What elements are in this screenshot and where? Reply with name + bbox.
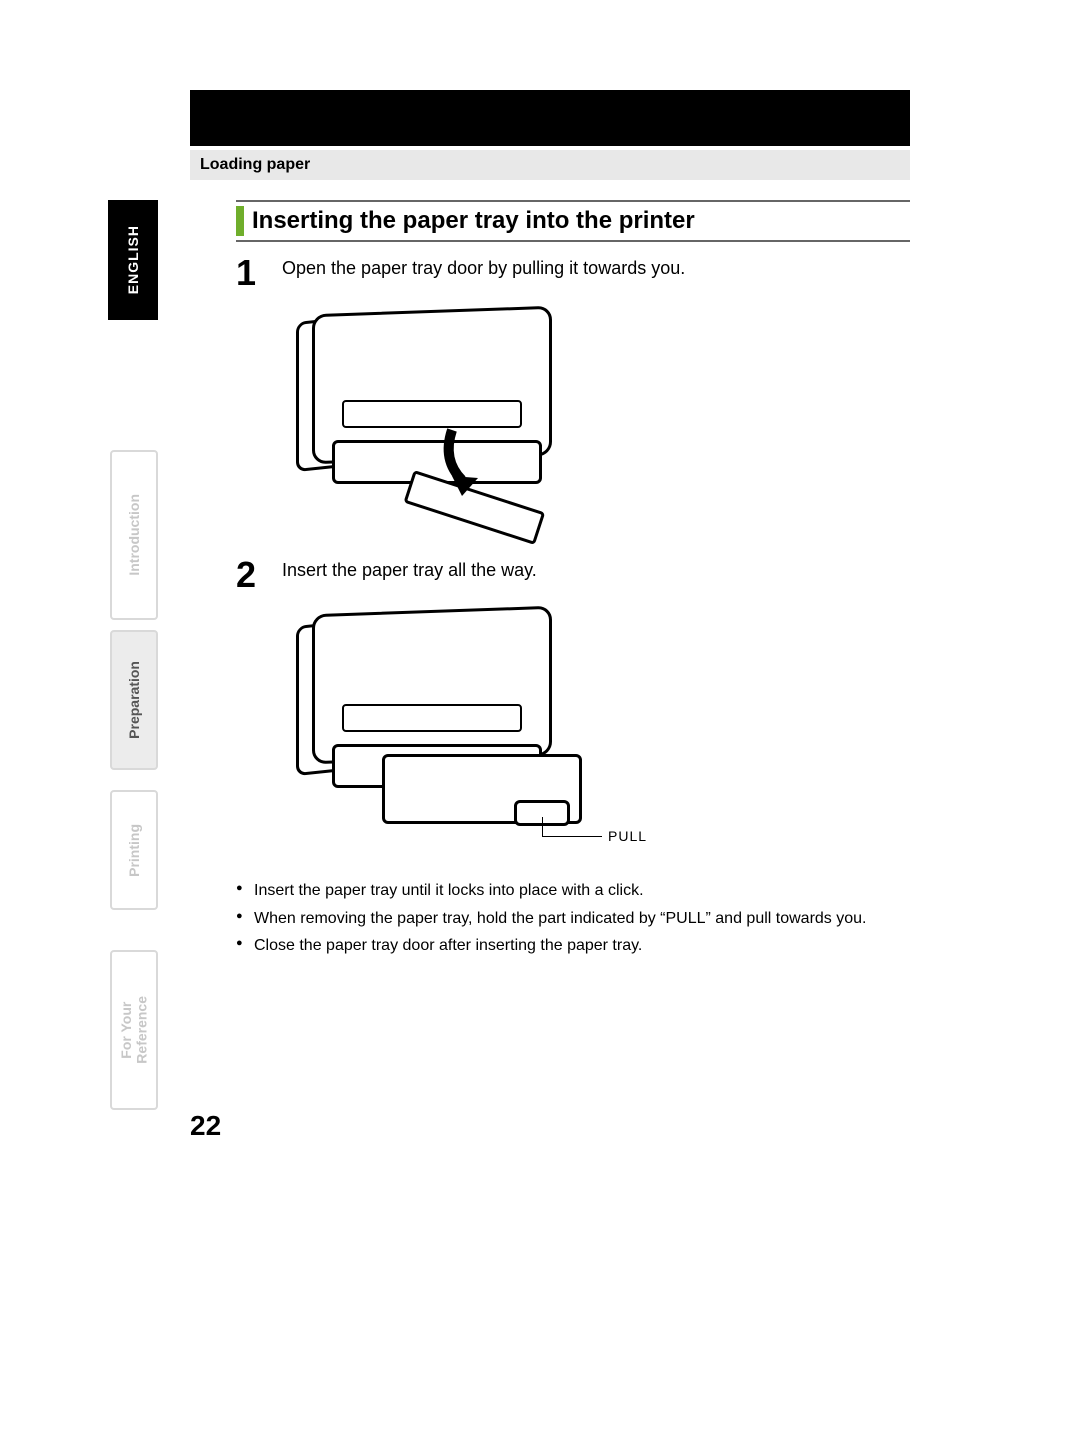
- pull-label: PULL: [608, 828, 647, 844]
- step-2: 2 Insert the paper tray all the way.: [236, 560, 910, 581]
- side-tab-introduction: Introduction: [110, 450, 158, 620]
- figure-1-printer-open-door: [282, 300, 642, 530]
- section-title-text: Loading paper: [200, 156, 310, 174]
- step-1: 1 Open the paper tray door by pulling it…: [236, 258, 910, 279]
- side-tab-preparation-label: Preparation: [126, 661, 142, 739]
- side-tab-printing: Printing: [110, 790, 158, 910]
- side-tab-reference: For Your Reference: [110, 950, 158, 1110]
- figure-2-printer-insert-tray: PULL: [282, 604, 642, 864]
- page-number: 22: [190, 1110, 221, 1142]
- note-item: Close the paper tray door after insertin…: [236, 935, 896, 957]
- subheading-row: Inserting the paper tray into the printe…: [236, 200, 910, 242]
- language-tab-label: ENGLISH: [125, 225, 141, 294]
- side-tab-printing-label: Printing: [126, 824, 142, 877]
- side-tab-introduction-label: Introduction: [126, 494, 142, 576]
- notes-list: Insert the paper tray until it locks int…: [236, 880, 896, 963]
- note-item: When removing the paper tray, hold the p…: [236, 908, 896, 930]
- step-1-number: 1: [236, 252, 256, 294]
- subheading-rule-bottom: [236, 240, 910, 242]
- section-title-bar: Loading paper: [190, 150, 910, 180]
- manual-page: Loading paper ENGLISH Introduction Prepa…: [0, 0, 1080, 1436]
- step-2-number: 2: [236, 554, 256, 596]
- side-tab-preparation: Preparation: [110, 630, 158, 770]
- open-arrow-icon: [432, 420, 512, 500]
- pull-leader-line: [542, 836, 602, 837]
- note-item: Insert the paper tray until it locks int…: [236, 880, 896, 902]
- step-2-text: Insert the paper tray all the way.: [282, 560, 910, 581]
- subheading-text: Inserting the paper tray into the printe…: [252, 207, 695, 235]
- language-tab: ENGLISH: [108, 200, 158, 320]
- subheading-green-marker: [236, 206, 244, 236]
- side-tab-reference-label: For Your Reference: [119, 996, 150, 1064]
- header-black-bar: [190, 90, 910, 146]
- subheading-rule-top: [236, 200, 910, 202]
- step-1-text: Open the paper tray door by pulling it t…: [282, 258, 910, 279]
